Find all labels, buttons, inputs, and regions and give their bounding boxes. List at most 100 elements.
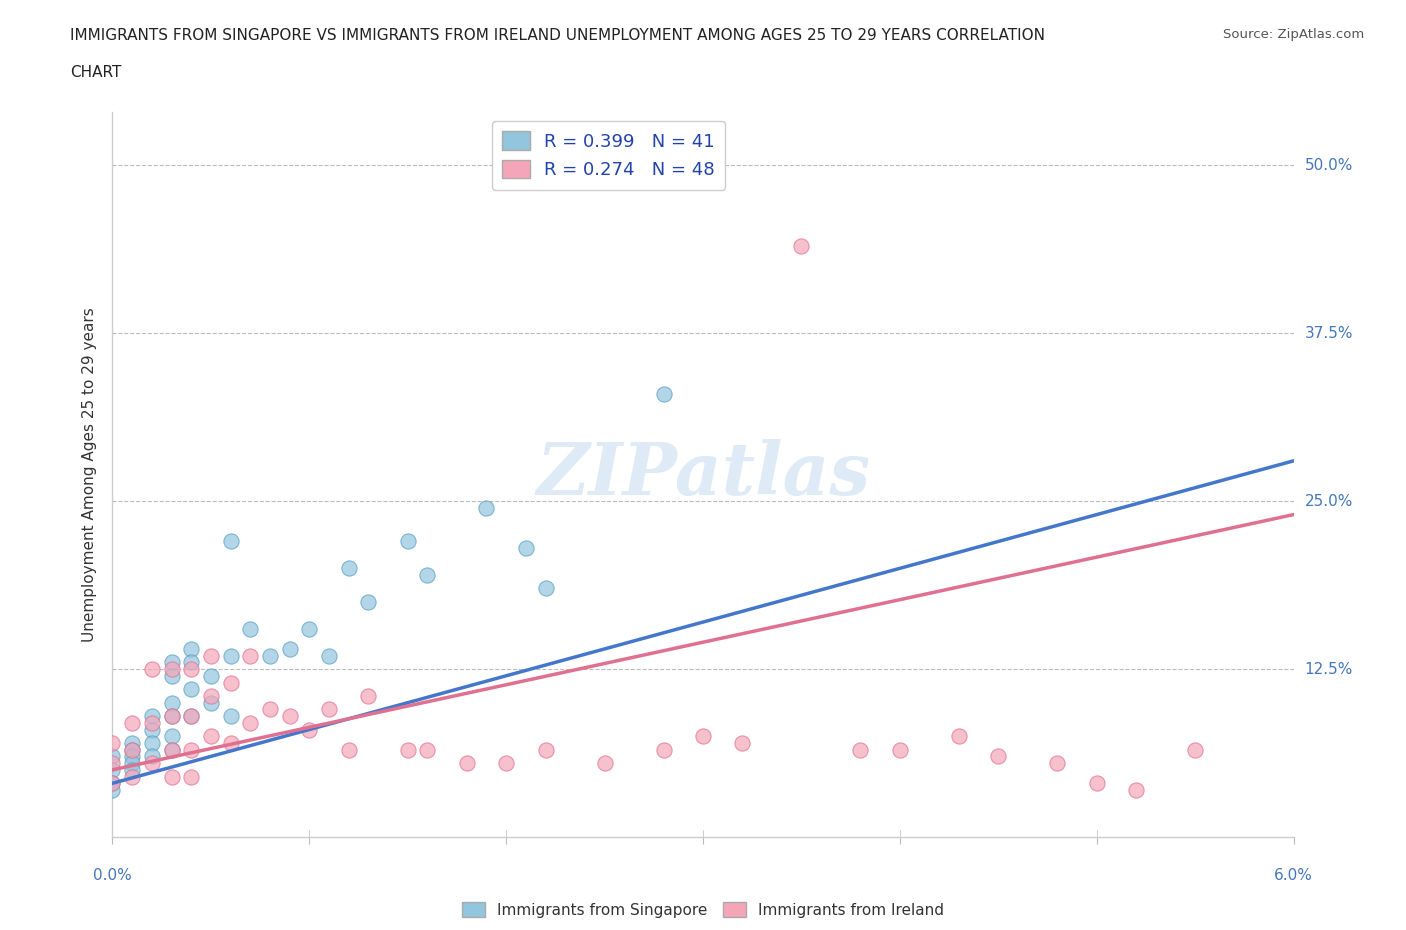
Point [219, 675, 242, 690]
Point [160, 696, 183, 711]
Point [180, 709, 202, 724]
Point [219, 648, 242, 663]
Point [318, 702, 340, 717]
Point [141, 756, 163, 771]
Legend: Immigrants from Singapore, Immigrants from Ireland: Immigrants from Singapore, Immigrants fr… [456, 896, 950, 923]
Point [160, 742, 183, 757]
Point [180, 661, 202, 676]
Point [239, 715, 262, 730]
Point [121, 742, 143, 757]
Point [141, 715, 163, 730]
Point [318, 648, 340, 663]
Text: 6.0%: 6.0% [1274, 868, 1313, 883]
Point [357, 688, 380, 703]
Point [948, 729, 970, 744]
Point [239, 648, 262, 663]
Point [141, 736, 163, 751]
Point [652, 742, 675, 757]
Point [101, 736, 124, 751]
Point [160, 729, 183, 744]
Point [889, 742, 911, 757]
Point [200, 648, 222, 663]
Point [849, 742, 872, 757]
Point [731, 736, 754, 751]
Point [259, 702, 281, 717]
Point [121, 769, 143, 784]
Point [121, 715, 143, 730]
Point [160, 655, 183, 670]
Point [121, 763, 143, 777]
Point [987, 749, 1010, 764]
Point [160, 709, 183, 724]
Point [790, 238, 813, 253]
Point [239, 621, 262, 636]
Point [396, 742, 419, 757]
Point [180, 709, 202, 724]
Point [593, 756, 616, 771]
Point [1184, 742, 1206, 757]
Point [121, 749, 143, 764]
Point [534, 581, 557, 596]
Point [141, 709, 163, 724]
Point [160, 709, 183, 724]
Text: ZIPatlas: ZIPatlas [536, 439, 870, 510]
Text: 25.0%: 25.0% [1305, 494, 1353, 509]
Point [101, 756, 124, 771]
Point [200, 729, 222, 744]
Point [160, 742, 183, 757]
Y-axis label: Unemployment Among Ages 25 to 29 years: Unemployment Among Ages 25 to 29 years [82, 307, 97, 642]
Point [259, 648, 281, 663]
Point [337, 561, 360, 576]
Point [141, 749, 163, 764]
Point [101, 776, 124, 790]
Point [180, 642, 202, 657]
Point [1085, 776, 1108, 790]
Point [101, 749, 124, 764]
Point [456, 756, 478, 771]
Point [298, 621, 321, 636]
Text: CHART: CHART [70, 65, 122, 80]
Point [141, 661, 163, 676]
Point [200, 688, 222, 703]
Point [101, 776, 124, 790]
Point [200, 669, 222, 684]
Text: Source: ZipAtlas.com: Source: ZipAtlas.com [1223, 28, 1364, 41]
Point [337, 742, 360, 757]
Point [180, 769, 202, 784]
Point [298, 722, 321, 737]
Point [200, 696, 222, 711]
Text: 0.0%: 0.0% [93, 868, 132, 883]
Point [1046, 756, 1069, 771]
Point [495, 756, 517, 771]
Point [534, 742, 557, 757]
Point [141, 722, 163, 737]
Point [121, 736, 143, 751]
Text: 12.5%: 12.5% [1305, 661, 1353, 677]
Point [121, 756, 143, 771]
Point [416, 742, 439, 757]
Point [475, 500, 498, 515]
Point [278, 642, 301, 657]
Point [121, 742, 143, 757]
Point [101, 782, 124, 797]
Point [160, 661, 183, 676]
Text: 37.5%: 37.5% [1305, 326, 1353, 340]
Point [652, 386, 675, 401]
Point [219, 736, 242, 751]
Point [160, 769, 183, 784]
Point [101, 763, 124, 777]
Point [180, 742, 202, 757]
Text: IMMIGRANTS FROM SINGAPORE VS IMMIGRANTS FROM IRELAND UNEMPLOYMENT AMONG AGES 25 : IMMIGRANTS FROM SINGAPORE VS IMMIGRANTS … [70, 28, 1045, 43]
Point [1125, 782, 1147, 797]
Point [219, 534, 242, 549]
Point [219, 709, 242, 724]
Point [396, 534, 419, 549]
Point [515, 540, 537, 555]
Point [180, 655, 202, 670]
Point [416, 567, 439, 582]
Point [160, 669, 183, 684]
Point [357, 594, 380, 609]
Text: 50.0%: 50.0% [1305, 158, 1353, 173]
Point [180, 682, 202, 697]
Point [692, 729, 714, 744]
